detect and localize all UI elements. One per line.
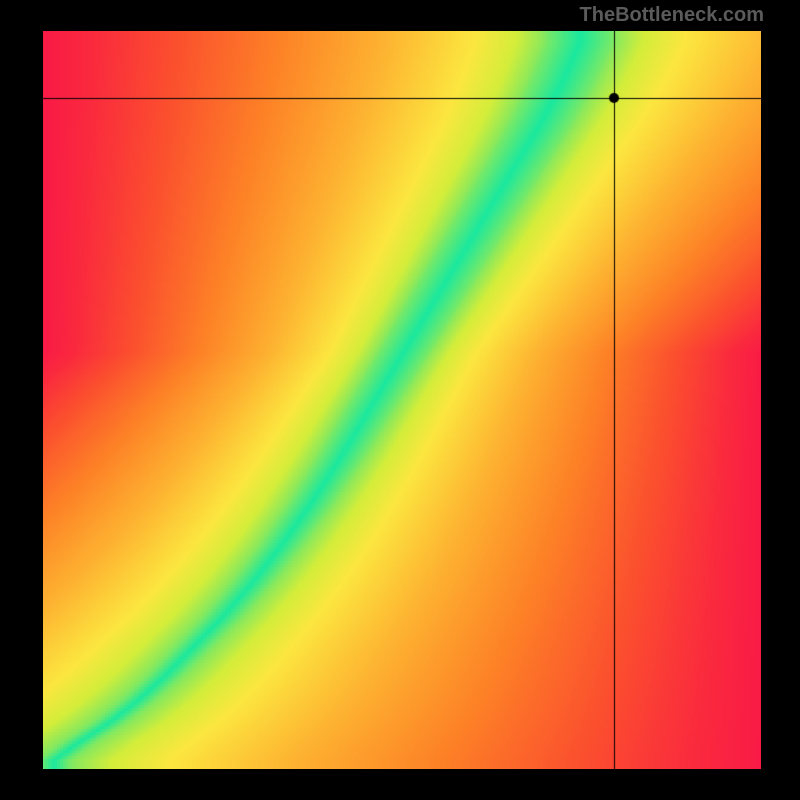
heatmap-canvas: [42, 30, 762, 770]
watermark-text: TheBottleneck.com: [580, 4, 764, 27]
heatmap-plot: [42, 30, 762, 770]
